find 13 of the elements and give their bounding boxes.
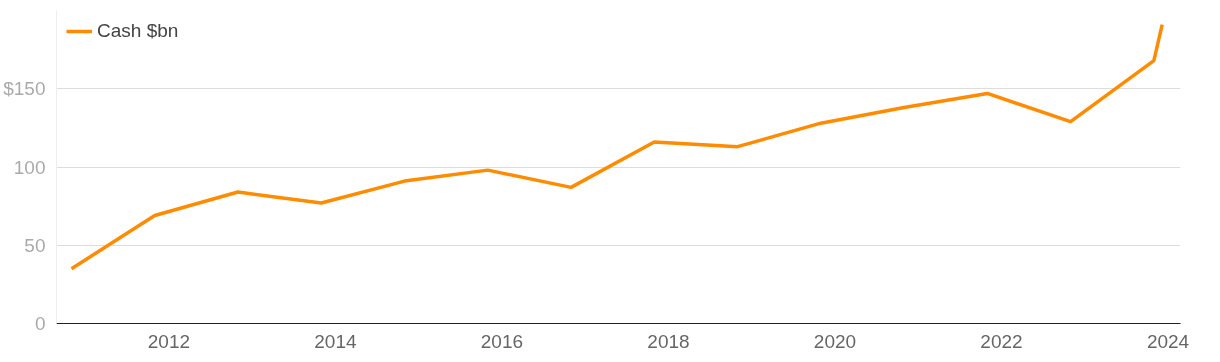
x-tick-label: 2024 [1146,330,1190,352]
x-tick-label: 2022 [980,330,1023,352]
line-series [69,22,1164,271]
y-tick-label: 0 [34,313,46,334]
x-tick-label: 2020 [813,330,857,352]
x-tick-label: 2016 [480,330,524,352]
legend-label: Cash $bn [97,20,179,42]
x-tick-label: 2012 [147,330,191,352]
y-tick-label: 50 [24,234,46,256]
x-tick-label: 2018 [647,330,690,352]
y-tick-label: 100 [13,156,46,178]
x-tick-label: 2014 [314,330,357,352]
y-tick-label: $150 [3,78,46,100]
